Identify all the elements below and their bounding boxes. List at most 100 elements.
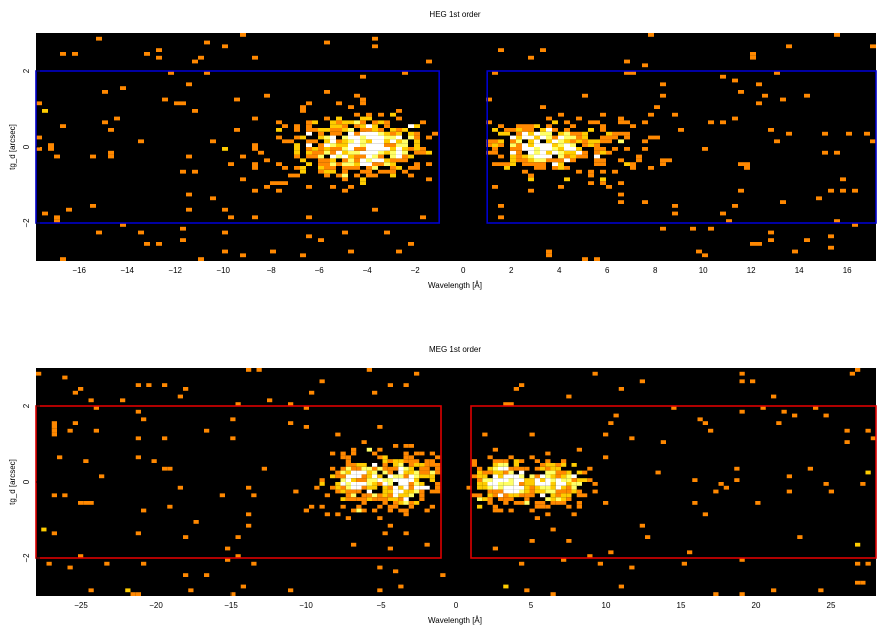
heg-count-pixel [330, 120, 336, 125]
meg-count-pixel [424, 470, 430, 475]
meg-count-pixel [508, 485, 514, 490]
heg-count-pixel [606, 185, 612, 189]
meg-count-pixel [566, 539, 572, 543]
heg-count-pixel [588, 120, 594, 125]
meg-count-pixel [529, 455, 535, 460]
meg-count-pixel [419, 451, 425, 456]
heg-count-pixel [486, 120, 492, 125]
heg-count-pixel [522, 162, 528, 166]
meg-count-pixel [351, 497, 357, 501]
heg-count-pixel [678, 128, 684, 132]
meg-count-pixel [618, 584, 624, 589]
meg-count-pixel [508, 493, 514, 498]
meg-count-pixel [503, 474, 509, 479]
meg-count-pixel [550, 470, 556, 475]
meg-count-pixel [529, 474, 535, 479]
meg-count-pixel [414, 478, 420, 482]
heg-count-pixel [324, 143, 330, 147]
meg-count-pixel [345, 466, 351, 471]
heg-count-pixel [570, 135, 576, 140]
meg-count-pixel [603, 501, 609, 505]
meg-count-pixel [540, 485, 546, 490]
heg-count-pixel [732, 78, 738, 83]
heg-count-pixel [360, 124, 366, 128]
heg-count-pixel [582, 257, 588, 261]
meg-count-pixel [487, 489, 493, 494]
heg-count-pixel [390, 131, 396, 136]
meg-count-pixel [587, 478, 593, 482]
heg-count-pixel [54, 215, 60, 220]
meg-count-pixel [419, 474, 425, 479]
meg-count-pixel [403, 485, 409, 490]
heg-count-pixel [348, 166, 354, 170]
meg-count-pixel [88, 398, 94, 403]
heg-count-pixel [636, 154, 642, 159]
meg-count-pixel [403, 482, 409, 486]
heg-count-pixel [552, 162, 558, 166]
heg-count-pixel [600, 162, 606, 166]
heg-count-pixel [600, 169, 606, 174]
heg-x-tick-label: −2 [411, 266, 421, 275]
heg-count-pixel [288, 173, 294, 178]
heg-count-pixel [624, 120, 630, 125]
heg-count-pixel [252, 188, 258, 193]
meg-count-pixel [340, 451, 346, 456]
heg-count-pixel [192, 109, 198, 113]
heg-count-pixel [612, 131, 618, 136]
heg-count-pixel [396, 109, 402, 113]
heg-count-pixel [378, 158, 384, 163]
meg-count-pixel [387, 485, 393, 490]
heg-count-pixel [774, 139, 780, 144]
heg-count-pixel [390, 143, 396, 147]
meg-count-pixel [529, 485, 535, 490]
heg-count-pixel [528, 124, 534, 128]
heg-count-pixel [342, 135, 348, 140]
meg-count-pixel [141, 508, 147, 513]
heg-count-pixel [372, 173, 378, 178]
meg-count-pixel [366, 447, 372, 452]
heg-count-pixel [498, 139, 504, 144]
meg-count-pixel [419, 463, 425, 467]
heg-panel: HEG 1st order −16 −14 −12 −10 −8 −6 −4 −2 0 2 4 6 8 1… [8, 10, 877, 290]
heg-count-pixel [294, 147, 300, 151]
meg-count-pixel [797, 535, 803, 539]
heg-x-tick-label: 8 [653, 266, 658, 275]
meg-count-pixel [225, 546, 231, 551]
heg-count-pixel [390, 139, 396, 144]
meg-count-pixel [487, 466, 493, 471]
heg-count-pixel [354, 112, 360, 117]
heg-count-pixel [330, 166, 336, 170]
heg-count-pixel [612, 147, 618, 151]
meg-count-pixel [424, 508, 430, 513]
heg-count-pixel [516, 139, 522, 144]
meg-count-pixel [393, 497, 399, 501]
heg-count-pixel [792, 249, 798, 254]
heg-count-pixel [372, 36, 378, 41]
meg-count-pixel [561, 478, 567, 482]
meg-count-pixel [414, 463, 420, 467]
meg-count-pixel [330, 485, 336, 490]
meg-count-pixel [429, 504, 435, 509]
meg-count-pixel [555, 489, 561, 494]
heg-count-pixel [600, 135, 606, 140]
heg-count-pixel [618, 192, 624, 197]
meg-count-pixel [508, 474, 514, 479]
meg-count-pixel [566, 485, 572, 490]
meg-count-pixel [513, 501, 519, 505]
heg-count-pixel [570, 158, 576, 163]
heg-count-pixel [396, 150, 402, 155]
meg-count-pixel [582, 493, 588, 498]
heg-count-pixel [294, 166, 300, 170]
heg-count-pixel [372, 131, 378, 136]
meg-count-pixel [419, 485, 425, 490]
meg-count-pixel [403, 489, 409, 494]
heg-count-pixel [414, 124, 420, 128]
meg-count-pixel [393, 493, 399, 498]
heg-count-pixel [522, 158, 528, 163]
meg-count-pixel [361, 497, 367, 501]
meg-count-pixel [435, 470, 441, 475]
meg-count-pixel [309, 390, 315, 395]
meg-count-pixel [408, 455, 414, 460]
meg-count-pixel [561, 470, 567, 475]
heg-count-pixel [570, 124, 576, 128]
